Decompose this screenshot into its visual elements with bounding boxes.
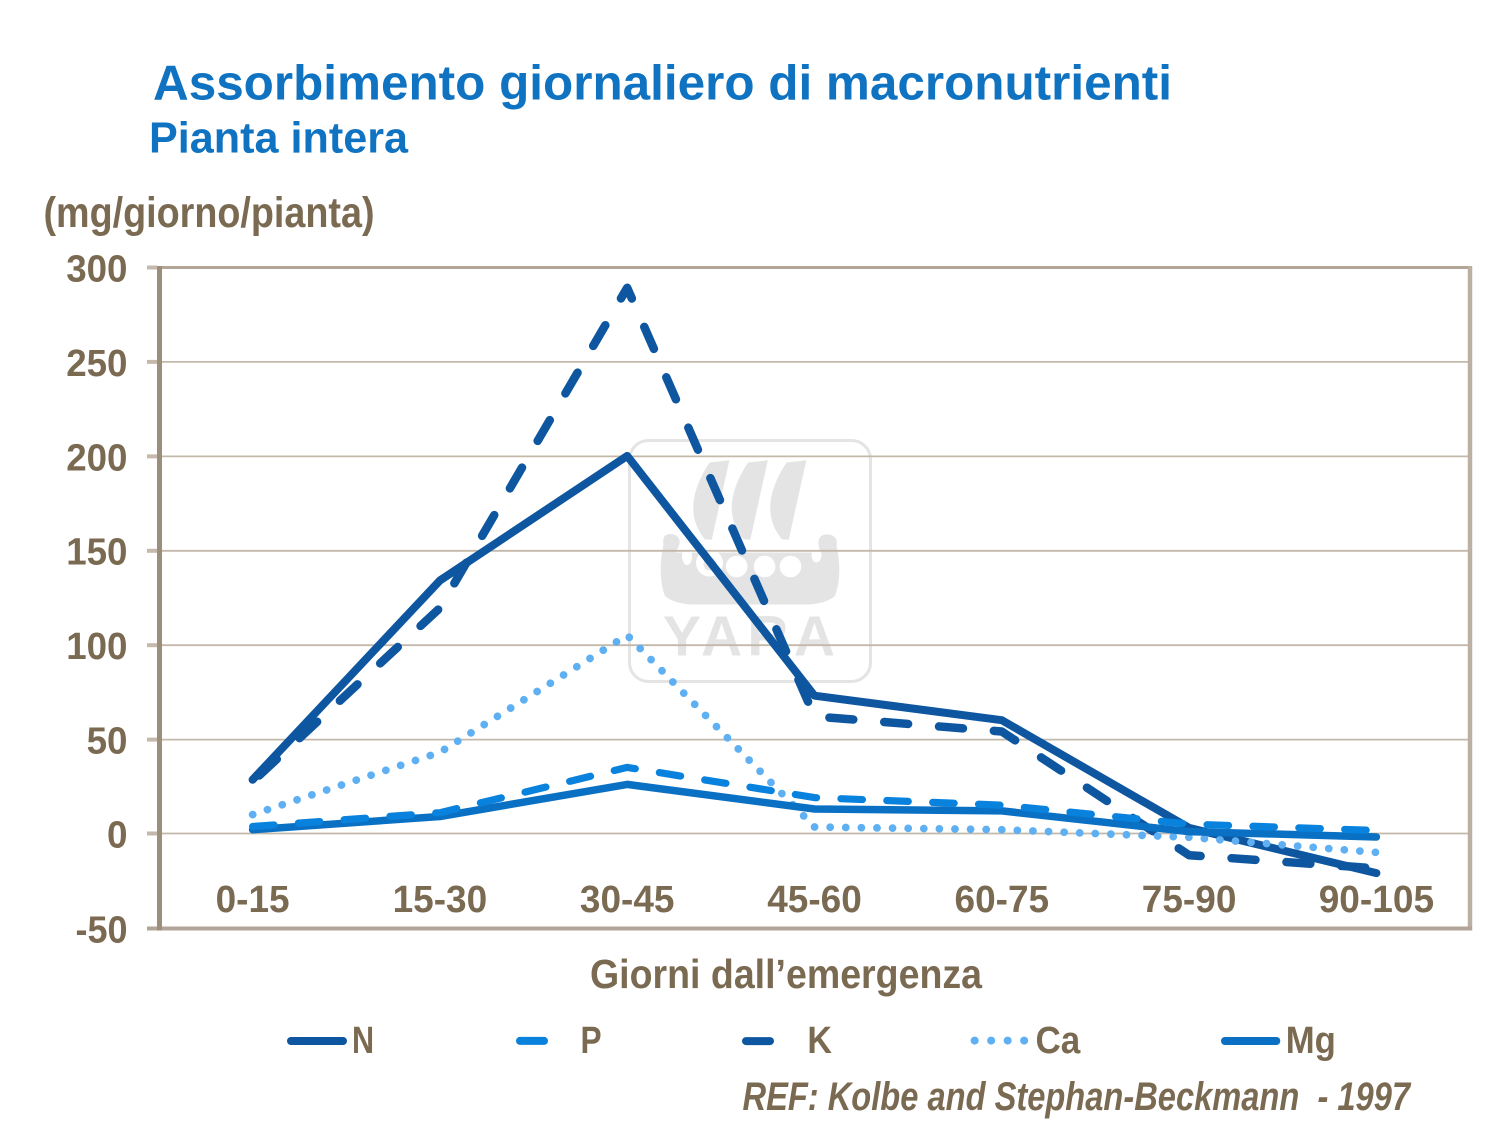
svg-text:N: N — [352, 1020, 374, 1062]
svg-text:P: P — [581, 1020, 602, 1062]
svg-text:90-105: 90-105 — [1319, 879, 1434, 921]
svg-text:Mg: Mg — [1286, 1020, 1336, 1062]
svg-text:Ca: Ca — [1036, 1020, 1082, 1062]
svg-text:K: K — [807, 1020, 832, 1062]
svg-text:50: 50 — [87, 721, 128, 763]
svg-text:-50: -50 — [76, 909, 128, 951]
svg-text:Assorbimento giornaliero di ma: Assorbimento giornaliero di macronutrien… — [153, 55, 1172, 110]
svg-text:Giorni dall’emergenza: Giorni dall’emergenza — [590, 951, 983, 997]
svg-text:0-15: 0-15 — [216, 879, 290, 921]
svg-text:30-45: 30-45 — [580, 879, 675, 921]
svg-text:300: 300 — [66, 248, 127, 290]
svg-text:Pianta intera: Pianta intera — [149, 113, 409, 162]
svg-text:250: 250 — [66, 343, 127, 385]
svg-text:45-60: 45-60 — [767, 879, 862, 921]
svg-text:60-75: 60-75 — [955, 879, 1050, 921]
svg-text:15-30: 15-30 — [393, 879, 488, 921]
svg-text:100: 100 — [66, 626, 127, 668]
svg-text:200: 200 — [66, 437, 127, 479]
svg-text:75-90: 75-90 — [1142, 879, 1237, 921]
svg-text:0: 0 — [107, 814, 128, 856]
svg-text:REF: Kolbe and Stephan-Beckman: REF: Kolbe and Stephan-Beckmann - 1997 — [743, 1075, 1412, 1119]
svg-text:150: 150 — [66, 532, 127, 574]
svg-text:(mg/giorno/pianta): (mg/giorno/pianta) — [44, 189, 375, 237]
